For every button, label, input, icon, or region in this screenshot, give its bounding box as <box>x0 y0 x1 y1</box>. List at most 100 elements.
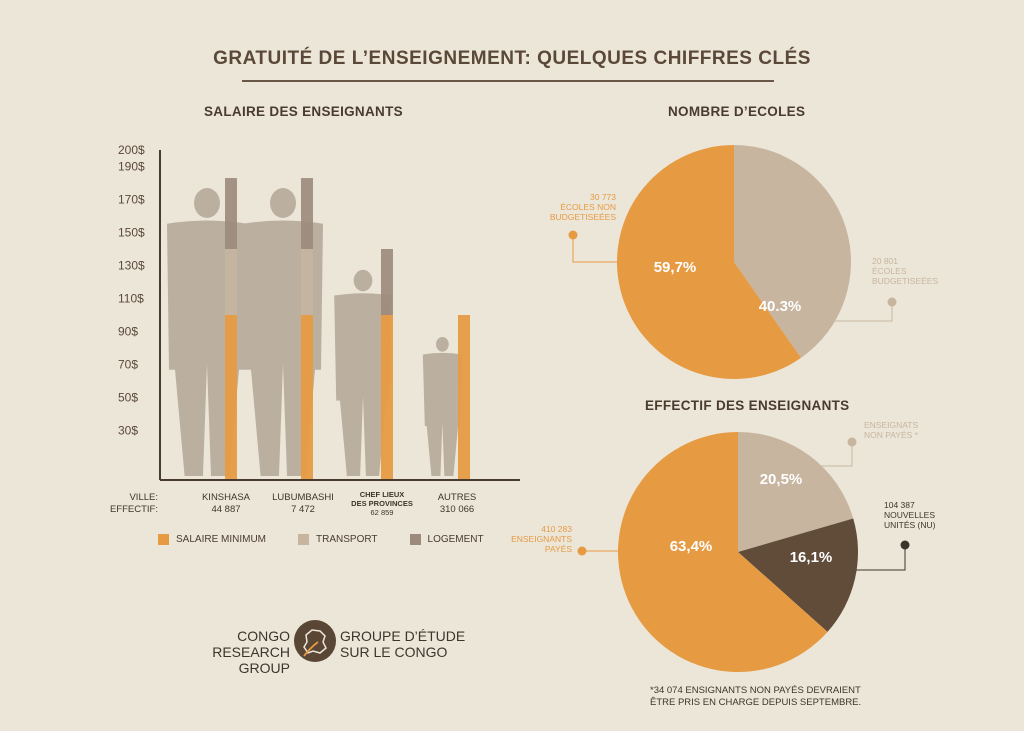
bar-segment-salaire-minimum <box>301 315 313 480</box>
annotation-text: 132 613 <box>864 418 895 420</box>
annotation-text: 30 773 <box>590 192 616 202</box>
legend-swatch-transport <box>298 534 310 545</box>
schools-pie-title: NOMBRE D’ECOLES <box>668 104 806 119</box>
legend-label-logement: LOGEMENT <box>427 534 484 545</box>
category-label: KINSHASA <box>202 492 251 503</box>
annotation-leader <box>856 545 906 571</box>
y-tick-label: 90$ <box>118 325 138 339</box>
category-label: LUBUMBASHI <box>272 492 334 503</box>
legend-swatch-salaire <box>158 534 169 545</box>
annotation-leader <box>808 442 853 467</box>
row-label-effectif: EFFECTIF: <box>110 504 158 515</box>
bar-chart-title: SALAIRE DES ENSEIGNANTS <box>204 104 403 119</box>
row-label-ville: VILLE: <box>129 492 158 503</box>
annotation-text: NON PAYÉS * <box>864 430 919 440</box>
legend-item-salaire: SALAIRE MINIMUM <box>158 534 266 545</box>
legend-item-logement: LOGEMENT <box>409 534 484 545</box>
title-divider <box>242 80 774 82</box>
annotation-text: 104 387 <box>884 500 915 510</box>
logo-line: GROUPE D’ÉTUDE <box>340 628 466 644</box>
bar-segment-logement <box>225 178 237 249</box>
bar-segment-logement <box>301 178 313 249</box>
silhouette-head <box>270 188 296 218</box>
y-tick-label: 70$ <box>118 358 138 372</box>
footnote: *34 074 ENSIGNANTS NON PAYÉS DEVRAIENT Ê… <box>650 685 861 709</box>
logo-line: GROUP <box>238 660 290 676</box>
silhouettes-group <box>167 188 462 476</box>
annotation-text: PAYÉS <box>545 544 572 554</box>
legend-swatch-logement <box>409 534 421 545</box>
annotation-text: BUDGETISEÉES <box>550 212 616 222</box>
annotation-text: BUDGETISEÉES <box>872 276 938 286</box>
y-tick-label: 170$ <box>118 193 145 207</box>
logo-text-english: CONGO RESEARCH GROUP <box>166 628 290 676</box>
legend-label-salaire: SALAIRE MINIMUM <box>176 534 267 545</box>
annotation-text: 410 283 <box>541 524 572 534</box>
pie-slice-label: 63,4% <box>670 538 713 555</box>
category-effectif: 44 887 <box>211 504 240 515</box>
annotation-text: NOUVELLES <box>884 510 935 520</box>
bar-segment-logement <box>381 249 393 315</box>
annotation-dot <box>577 546 587 556</box>
pie-slice <box>738 432 854 552</box>
teachers-pie-title: EFFECTIF DES ENSEIGNANTS <box>645 398 850 413</box>
y-tick-label: 110$ <box>118 292 144 306</box>
silhouette-head <box>194 188 220 218</box>
y-tick-label: 130$ <box>118 259 145 273</box>
legend-label-transport: TRANSPORT <box>316 534 378 545</box>
salary-bar-chart: 200$ 190$ 170$ 150$ 130$ 110$ 90$ 70$ 50$ 30$ VILL… <box>110 143 520 517</box>
annotation-dot <box>887 297 897 307</box>
category-effectif: 310 066 <box>440 504 474 515</box>
annotation-text: ENSEIGNANTS <box>511 534 572 544</box>
bar-segment-salaire-minimum <box>458 315 470 480</box>
y-tick-label: 190$ <box>118 160 145 174</box>
pie-slice-label: 16,1% <box>790 549 833 566</box>
bar-segment-salaire-minimum <box>381 315 393 480</box>
person-silhouette <box>422 336 462 476</box>
teachers-pie-chart: 20,5% 16,1% 63,4% 132 613ENSEIGNATSNON PAYÉ… <box>511 418 936 672</box>
annotation-dot <box>847 437 857 447</box>
y-tick-label: 50$ <box>118 391 138 405</box>
annotation-dot <box>900 540 910 550</box>
silhouette-body <box>334 293 392 476</box>
category-label: CHEF LIEUX <box>360 490 405 499</box>
bar-segment-transport <box>301 249 313 315</box>
y-tick-label: 200$ <box>118 143 145 157</box>
annotation-leader <box>830 302 893 322</box>
annotation-text: ÉCOLES <box>872 266 907 276</box>
person-silhouette <box>334 269 392 476</box>
category-label: AUTRES <box>438 492 477 503</box>
category-effectif: 7 472 <box>291 504 315 515</box>
silhouette-body <box>422 352 462 476</box>
pie-slice <box>618 432 828 672</box>
pie-slice-label: 40.3% <box>759 298 802 315</box>
pie-slice-label: 59,7% <box>654 259 697 276</box>
category-effectif: 62 859 <box>371 508 394 517</box>
logo-line: SUR LE CONGO <box>340 644 448 660</box>
bar-segment-salaire-minimum <box>225 315 237 480</box>
logo-line: CONGO RESEARCH <box>212 628 290 660</box>
annotation-text: UNITÉS (NU) <box>884 520 936 530</box>
congo-logo-icon <box>294 620 336 662</box>
page-title: GRATUITÉ DE L’ENSEIGNEMENT: QUELQUES CHI… <box>213 48 811 69</box>
annotation-text: ENSEIGNATS <box>864 420 918 430</box>
category-label: DES PROVINCES <box>351 499 413 508</box>
pie-slice <box>617 145 801 379</box>
logo-text-french: GROUPE D’ÉTUDE SUR LE CONGO <box>340 628 465 660</box>
y-tick-label: 150$ <box>118 226 145 240</box>
pie-slice-label: 20,5% <box>760 471 803 488</box>
footnote-line: ÊTRE PRIS EN CHARGE DEPUIS SEPTEMBRE. <box>650 697 862 708</box>
silhouette-head <box>353 269 373 292</box>
bar-segment-transport <box>225 249 237 315</box>
footnote-line: *34 074 ENSIGNANTS NON PAYÉS DEVRAIENT <box>650 685 861 696</box>
annotation-text: ÉCOLES NON <box>560 202 616 212</box>
annotation-dot <box>568 230 578 240</box>
annotation-text: 20 801 <box>872 256 898 266</box>
pie-slice <box>734 145 851 358</box>
bar-chart-legend: SALAIRE MINIMUM TRANSPORT LOGEMENT <box>158 534 484 545</box>
annotation-leader <box>572 235 617 263</box>
legend-item-transport: TRANSPORT <box>298 534 378 545</box>
pie-slice <box>738 518 858 632</box>
y-tick-label: 30$ <box>118 424 138 438</box>
